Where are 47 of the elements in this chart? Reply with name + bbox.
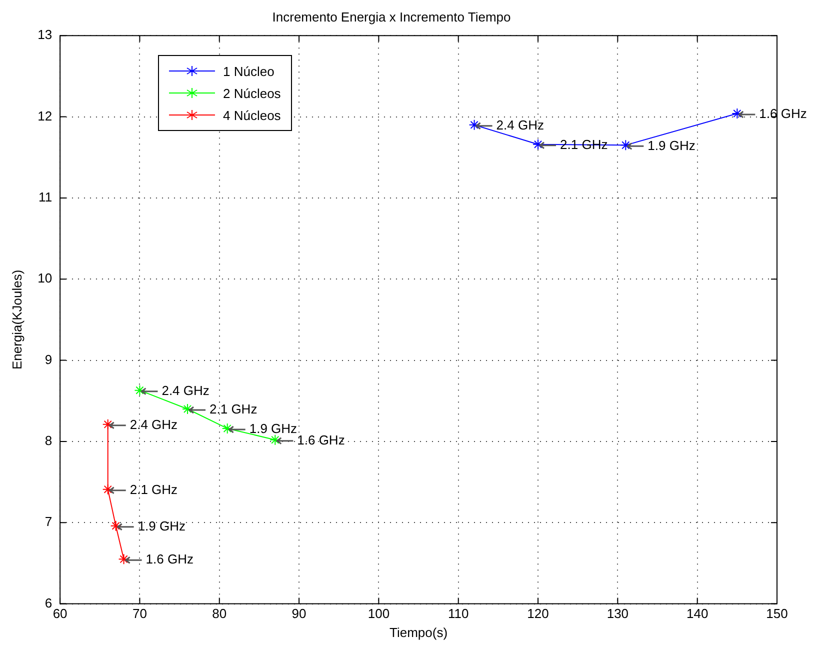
x-tick-label: 80 bbox=[212, 606, 227, 622]
x-tick-label: 120 bbox=[527, 606, 549, 622]
point bbox=[102, 484, 114, 495]
point bbox=[222, 422, 233, 434]
y-axis-title: Energia(KJoules) bbox=[9, 270, 24, 370]
x-tick-label: 90 bbox=[292, 606, 306, 622]
annotation: 1.9 GHz bbox=[648, 138, 696, 153]
point bbox=[182, 403, 194, 414]
annotation: 2.4 GHz bbox=[496, 117, 544, 132]
y-tick-label: 8 bbox=[44, 433, 52, 448]
chart-title: Incremento Energia x Incremento Tiempo bbox=[272, 9, 511, 24]
y-tick-label: 6 bbox=[44, 595, 52, 610]
x-tick-label: 130 bbox=[606, 606, 629, 622]
y-tick-label: 13 bbox=[38, 27, 52, 42]
annotation: 1.9 GHz bbox=[249, 421, 298, 436]
annotation: 2.4 GHz bbox=[162, 382, 210, 398]
annotation: 1.6 GHz bbox=[146, 552, 194, 567]
annotation: 1.6 GHz bbox=[759, 106, 807, 122]
x-tick-label: 150 bbox=[766, 606, 788, 622]
legend-label: 1 Núcleo bbox=[223, 64, 274, 78]
y-tick-label: 9 bbox=[44, 352, 52, 367]
y-tick-label: 10 bbox=[38, 270, 52, 286]
x-tick-label: 110 bbox=[448, 606, 469, 622]
x-tick-label: 70 bbox=[132, 606, 147, 622]
point bbox=[110, 520, 122, 532]
point bbox=[270, 434, 281, 446]
y-tick-label: 12 bbox=[38, 108, 52, 124]
x-axis-title: Tiempo(s) bbox=[390, 624, 448, 640]
annotation: 2.4 GHz bbox=[130, 416, 178, 432]
annotation: 2.1 GHz bbox=[210, 402, 258, 417]
legend-label: 4 Núcleos bbox=[223, 108, 281, 122]
y-tick-label: 7 bbox=[44, 514, 52, 530]
annotation: 1.6 GHz bbox=[297, 432, 345, 448]
point bbox=[620, 140, 632, 151]
point bbox=[134, 384, 146, 396]
x-tick-label: 140 bbox=[686, 606, 708, 622]
x-tick-label: 100 bbox=[368, 606, 390, 622]
legend-label: 2 Núcleos bbox=[223, 86, 281, 100]
point bbox=[732, 108, 743, 120]
point bbox=[102, 418, 114, 430]
y-tick-label: 11 bbox=[38, 190, 52, 205]
point bbox=[532, 138, 544, 150]
x-tick-label: 60 bbox=[52, 606, 68, 622]
point bbox=[468, 119, 480, 130]
point bbox=[118, 554, 130, 565]
annotation: 1.9 GHz bbox=[138, 518, 186, 534]
annotation: 2.1 GHz bbox=[130, 482, 178, 497]
